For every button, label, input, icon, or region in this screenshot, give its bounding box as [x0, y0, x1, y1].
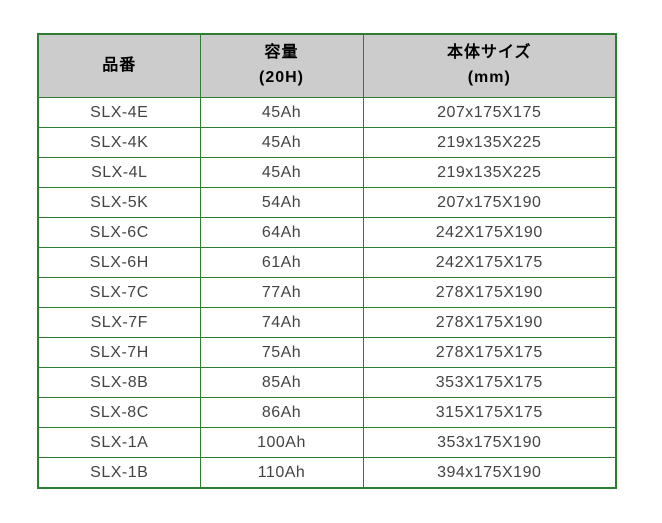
- size-cell: 207x175X175: [362, 97, 617, 128]
- capacity-cell: 100Ah: [199, 427, 364, 458]
- part-number-cell: SLX-7H: [37, 337, 201, 368]
- part-number-cell: SLX-7C: [37, 277, 201, 308]
- header-capacity-unit-label: (20H): [258, 69, 304, 86]
- table-header: 品番 容量 (20H) 本体サイズ (mm): [37, 33, 617, 98]
- size-cell: 207x175X190: [362, 187, 617, 218]
- battery-spec-table: 品番 容量 (20H) 本体サイズ (mm) SLX-4E 45Ah 207x175…: [37, 33, 617, 489]
- table-row: SLX-4L 45Ah 219x135X225: [37, 157, 617, 188]
- capacity-cell: 74Ah: [199, 307, 364, 338]
- table-row: SLX-4E 45Ah 207x175X175: [37, 97, 617, 128]
- header-cell-part-number: 品番: [37, 33, 201, 98]
- size-cell: 353x175X190: [362, 427, 617, 458]
- part-number-cell: SLX-4K: [37, 127, 201, 158]
- size-cell: 278X175X175: [362, 337, 617, 368]
- table-row: SLX-8C 86Ah 315X175X175: [37, 397, 617, 428]
- part-number-cell: SLX-5K: [37, 187, 201, 218]
- table-row: SLX-1A 100Ah 353x175X190: [37, 427, 617, 458]
- capacity-cell: 64Ah: [199, 217, 364, 248]
- header-body-size-unit-label: (mm): [467, 69, 511, 86]
- capacity-cell: 45Ah: [199, 127, 364, 158]
- header-capacity-label: 容量: [264, 44, 299, 62]
- table-row: SLX-4K 45Ah 219x135X225: [37, 127, 617, 158]
- part-number-cell: SLX-1A: [37, 427, 201, 458]
- size-cell: 353X175X175: [362, 367, 617, 398]
- size-cell: 219x135X225: [362, 127, 617, 158]
- table-header-row: 品番 容量 (20H) 本体サイズ (mm): [37, 33, 617, 98]
- table-row: SLX-6H 61Ah 242X175X175: [37, 247, 617, 278]
- table-row: SLX-7C 77Ah 278X175X190: [37, 277, 617, 308]
- part-number-cell: SLX-6C: [37, 217, 201, 248]
- part-number-cell: SLX-8B: [37, 367, 201, 398]
- part-number-cell: SLX-4E: [37, 97, 201, 128]
- part-number-cell: SLX-6H: [37, 247, 201, 278]
- capacity-cell: 85Ah: [199, 367, 364, 398]
- table-row: SLX-6C 64Ah 242X175X190: [37, 217, 617, 248]
- table-row: SLX-1B 110Ah 394x175X190: [37, 457, 617, 489]
- size-cell: 394x175X190: [362, 457, 617, 489]
- capacity-cell: 110Ah: [199, 457, 364, 489]
- header-cell-capacity: 容量 (20H): [199, 33, 364, 98]
- size-cell: 278X175X190: [362, 307, 617, 338]
- table-row: SLX-7H 75Ah 278X175X175: [37, 337, 617, 368]
- size-cell: 219x135X225: [362, 157, 617, 188]
- table-row: SLX-7F 74Ah 278X175X190: [37, 307, 617, 338]
- size-cell: 278X175X190: [362, 277, 617, 308]
- capacity-cell: 77Ah: [199, 277, 364, 308]
- part-number-cell: SLX-8C: [37, 397, 201, 428]
- capacity-cell: 45Ah: [199, 157, 364, 188]
- part-number-cell: SLX-7F: [37, 307, 201, 338]
- capacity-cell: 61Ah: [199, 247, 364, 278]
- header-cell-body-size: 本体サイズ (mm): [362, 33, 617, 98]
- size-cell: 242X175X190: [362, 217, 617, 248]
- header-part-number-label: 品番: [102, 56, 137, 74]
- table-row: SLX-8B 85Ah 353X175X175: [37, 367, 617, 398]
- part-number-cell: SLX-4L: [37, 157, 201, 188]
- table-row: SLX-5K 54Ah 207x175X190: [37, 187, 617, 218]
- size-cell: 242X175X175: [362, 247, 617, 278]
- header-body-size-label: 本体サイズ: [446, 44, 532, 62]
- capacity-cell: 75Ah: [199, 337, 364, 368]
- table-body: SLX-4E 45Ah 207x175X175 SLX-4K 45Ah 219x135X2…: [37, 97, 617, 489]
- capacity-cell: 45Ah: [199, 97, 364, 128]
- part-number-cell: SLX-1B: [37, 457, 201, 489]
- size-cell: 315X175X175: [362, 397, 617, 428]
- capacity-cell: 54Ah: [199, 187, 364, 218]
- capacity-cell: 86Ah: [199, 397, 364, 428]
